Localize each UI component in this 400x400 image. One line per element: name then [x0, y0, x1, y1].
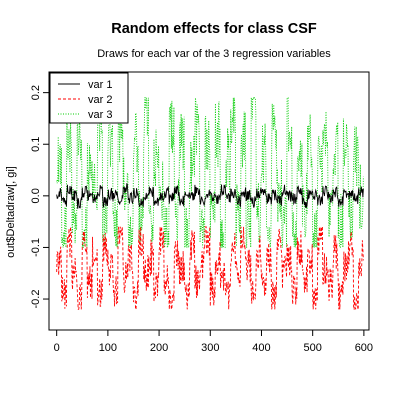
y-tick-label: 0.2 — [30, 85, 42, 100]
x-tick-label: 400 — [252, 342, 270, 354]
legend: var 1 var 2 var 3 — [49, 72, 129, 124]
chart-subtitle: Draws for each var of the 3 regression v… — [97, 48, 331, 60]
x-tick-label: 600 — [355, 342, 373, 354]
y-tick-label: 0.0 — [30, 188, 42, 203]
series-layer — [56, 97, 364, 310]
x-tick-label: 500 — [304, 342, 322, 354]
x-tick-label: 0 — [54, 342, 60, 354]
legend-box — [49, 72, 129, 124]
y-axis: -0.2 -0.1 0.0 0.1 0.2 — [30, 85, 49, 309]
legend-label: var 2 — [88, 94, 112, 106]
x-tick-label: 100 — [99, 342, 117, 354]
legend-label: var 1 — [88, 79, 112, 91]
series-line-var-2 — [56, 226, 364, 310]
x-axis: 0 100 200 300 400 500 600 — [54, 330, 373, 354]
legend-label: var 3 — [88, 109, 112, 121]
y-tick-label: 0.1 — [30, 137, 42, 152]
plot-frame — [48, 71, 370, 331]
y-axis-label: out$Deltadraw[, gi] — [5, 166, 17, 258]
y-tick-label: -0.1 — [30, 238, 42, 257]
x-tick-label: 300 — [201, 342, 219, 354]
x-tick-label: 200 — [150, 342, 168, 354]
y-tick-label: -0.2 — [30, 290, 42, 309]
chart-title: Random effects for class CSF — [111, 21, 317, 37]
series-line-var-1 — [56, 183, 364, 209]
